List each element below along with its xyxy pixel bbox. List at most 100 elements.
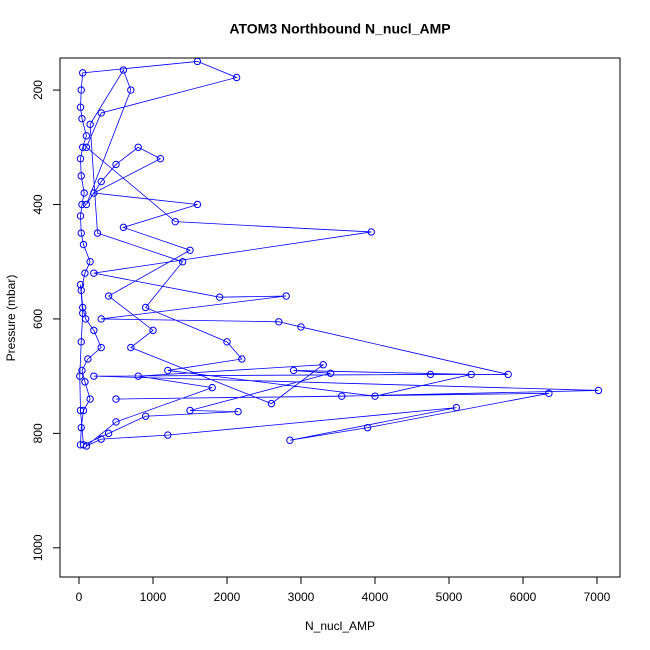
data-point bbox=[78, 114, 86, 123]
data-point bbox=[186, 246, 194, 254]
data-point bbox=[112, 160, 120, 169]
y-tick-label: 200 bbox=[31, 80, 45, 100]
data-point bbox=[82, 143, 91, 151]
data-point bbox=[76, 280, 85, 289]
data-point bbox=[134, 372, 142, 380]
data-point bbox=[77, 286, 85, 295]
x-tick-label: 7000 bbox=[584, 590, 611, 604]
data-point bbox=[86, 120, 94, 129]
data-point bbox=[90, 326, 98, 335]
data-point bbox=[545, 389, 553, 398]
data-point bbox=[286, 436, 294, 444]
data-point bbox=[79, 240, 88, 249]
data-point bbox=[79, 143, 87, 151]
data-point bbox=[80, 189, 88, 197]
data-point bbox=[127, 86, 135, 94]
x-tick-label: 3000 bbox=[288, 590, 315, 604]
data-point bbox=[156, 155, 165, 163]
data-point bbox=[76, 212, 85, 220]
data-point bbox=[104, 292, 113, 300]
data-point bbox=[223, 338, 231, 346]
data-point bbox=[104, 429, 113, 438]
data-point bbox=[149, 326, 157, 335]
data-point bbox=[76, 155, 85, 163]
data-point bbox=[426, 370, 435, 379]
y-axis-label: Pressure (mbar) bbox=[4, 275, 18, 362]
data-point bbox=[141, 412, 150, 420]
data-point bbox=[84, 355, 92, 363]
chart-title: ATOM3 Northbound N_nucl_AMP bbox=[229, 21, 450, 37]
data-point bbox=[81, 269, 89, 277]
data-point bbox=[127, 343, 135, 352]
data-point bbox=[112, 418, 120, 426]
data-point bbox=[82, 132, 91, 140]
data-point bbox=[97, 315, 105, 323]
data-point bbox=[178, 258, 187, 266]
data-point bbox=[86, 395, 94, 403]
data-point bbox=[238, 355, 246, 363]
data-point bbox=[186, 406, 194, 415]
data-point bbox=[77, 338, 85, 346]
x-tick-label: 0 bbox=[76, 590, 83, 604]
data-point bbox=[81, 378, 89, 386]
data-point bbox=[171, 217, 179, 226]
data-point bbox=[289, 366, 298, 375]
data-point bbox=[76, 406, 85, 415]
data-point bbox=[467, 370, 475, 379]
data-point bbox=[141, 303, 150, 312]
data-point bbox=[367, 228, 376, 236]
data-point bbox=[90, 269, 98, 277]
data-point bbox=[86, 258, 94, 266]
data-point bbox=[215, 293, 224, 301]
data-point bbox=[97, 343, 105, 352]
data-point bbox=[193, 200, 202, 209]
y-tick-label: 400 bbox=[31, 194, 45, 214]
data-point bbox=[326, 369, 335, 377]
data-point bbox=[79, 406, 88, 415]
data-point bbox=[77, 423, 85, 432]
data-point bbox=[76, 103, 85, 111]
data-point bbox=[90, 189, 98, 197]
data-point bbox=[97, 177, 105, 186]
data-point bbox=[275, 318, 283, 326]
x-tick-label: 6000 bbox=[510, 590, 537, 604]
data-point bbox=[79, 309, 87, 317]
x-tick-label: 1000 bbox=[140, 590, 167, 604]
data-point bbox=[164, 366, 172, 375]
y-tick-label: 600 bbox=[31, 309, 45, 329]
data-point bbox=[78, 200, 86, 209]
x-tick-label: 5000 bbox=[436, 590, 463, 604]
data-point bbox=[79, 69, 87, 77]
data-point bbox=[452, 403, 461, 412]
data-point bbox=[164, 431, 172, 439]
data-point bbox=[77, 229, 85, 237]
data-point bbox=[82, 200, 91, 209]
data-point bbox=[338, 392, 346, 400]
x-tick-label: 2000 bbox=[214, 590, 241, 604]
data-point bbox=[77, 86, 85, 94]
data-point bbox=[134, 143, 142, 151]
data-point bbox=[93, 229, 102, 237]
data-point bbox=[97, 109, 105, 117]
data-point bbox=[119, 223, 128, 232]
y-tick-label: 1000 bbox=[31, 534, 45, 561]
plot-area bbox=[76, 58, 603, 450]
y-tick-label: 800 bbox=[31, 423, 45, 443]
data-point bbox=[79, 441, 88, 449]
data-point bbox=[208, 383, 216, 392]
data-point bbox=[371, 392, 379, 400]
data-point bbox=[76, 372, 84, 380]
data-point bbox=[112, 395, 120, 403]
data-point bbox=[297, 323, 305, 331]
data-point bbox=[504, 370, 512, 379]
data-point bbox=[363, 423, 372, 432]
data-point bbox=[282, 292, 290, 300]
data-point bbox=[79, 303, 87, 312]
data-point bbox=[81, 315, 90, 323]
data-point bbox=[119, 66, 128, 74]
data-point bbox=[77, 172, 85, 180]
data-point bbox=[594, 386, 603, 395]
data-point bbox=[232, 73, 241, 82]
